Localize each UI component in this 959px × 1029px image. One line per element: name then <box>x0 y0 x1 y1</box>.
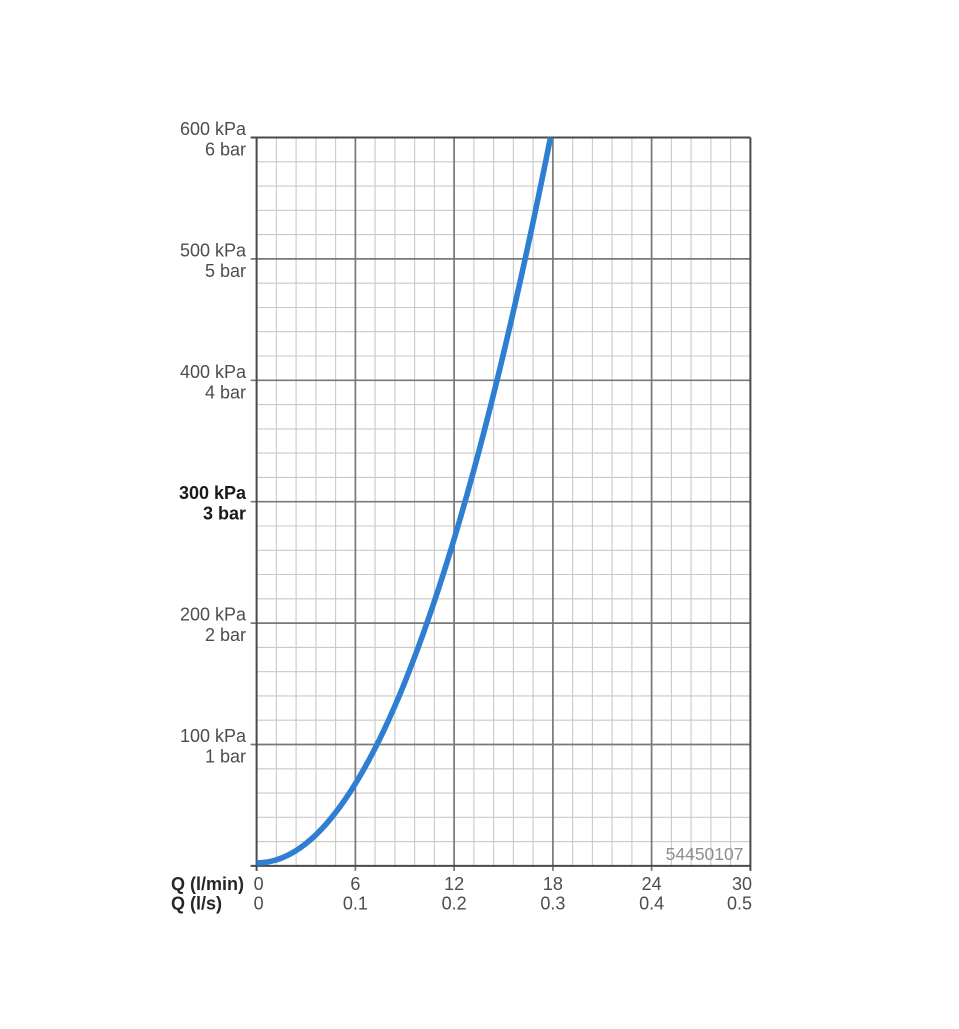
svg-text:54450107: 54450107 <box>666 844 744 864</box>
svg-text:30: 30 <box>732 874 752 894</box>
svg-text:24: 24 <box>642 874 662 894</box>
svg-text:6 bar: 6 bar <box>205 140 246 160</box>
svg-text:0.3: 0.3 <box>540 894 565 914</box>
svg-text:0.2: 0.2 <box>442 894 467 914</box>
svg-text:0: 0 <box>254 894 264 914</box>
svg-text:300 kPa: 300 kPa <box>179 483 247 503</box>
svg-text:3 bar: 3 bar <box>203 504 246 524</box>
svg-text:500 kPa: 500 kPa <box>180 240 247 260</box>
svg-text:100 kPa: 100 kPa <box>180 726 247 746</box>
svg-text:5 bar: 5 bar <box>205 261 246 281</box>
svg-text:2 bar: 2 bar <box>205 625 246 645</box>
svg-text:0: 0 <box>254 874 264 894</box>
svg-text:6: 6 <box>350 874 360 894</box>
svg-text:600 kPa: 600 kPa <box>180 119 247 139</box>
svg-text:4 bar: 4 bar <box>205 382 246 402</box>
svg-text:0.4: 0.4 <box>639 894 664 914</box>
svg-text:Q (l/s): Q (l/s) <box>171 894 222 914</box>
svg-text:200 kPa: 200 kPa <box>180 605 247 625</box>
svg-text:0.5: 0.5 <box>727 894 752 914</box>
svg-text:18: 18 <box>543 874 563 894</box>
svg-text:400 kPa: 400 kPa <box>180 362 247 382</box>
svg-text:1 bar: 1 bar <box>205 747 246 767</box>
svg-text:12: 12 <box>444 874 464 894</box>
svg-text:0.1: 0.1 <box>343 894 368 914</box>
svg-text:Q (l/min): Q (l/min) <box>171 874 244 894</box>
